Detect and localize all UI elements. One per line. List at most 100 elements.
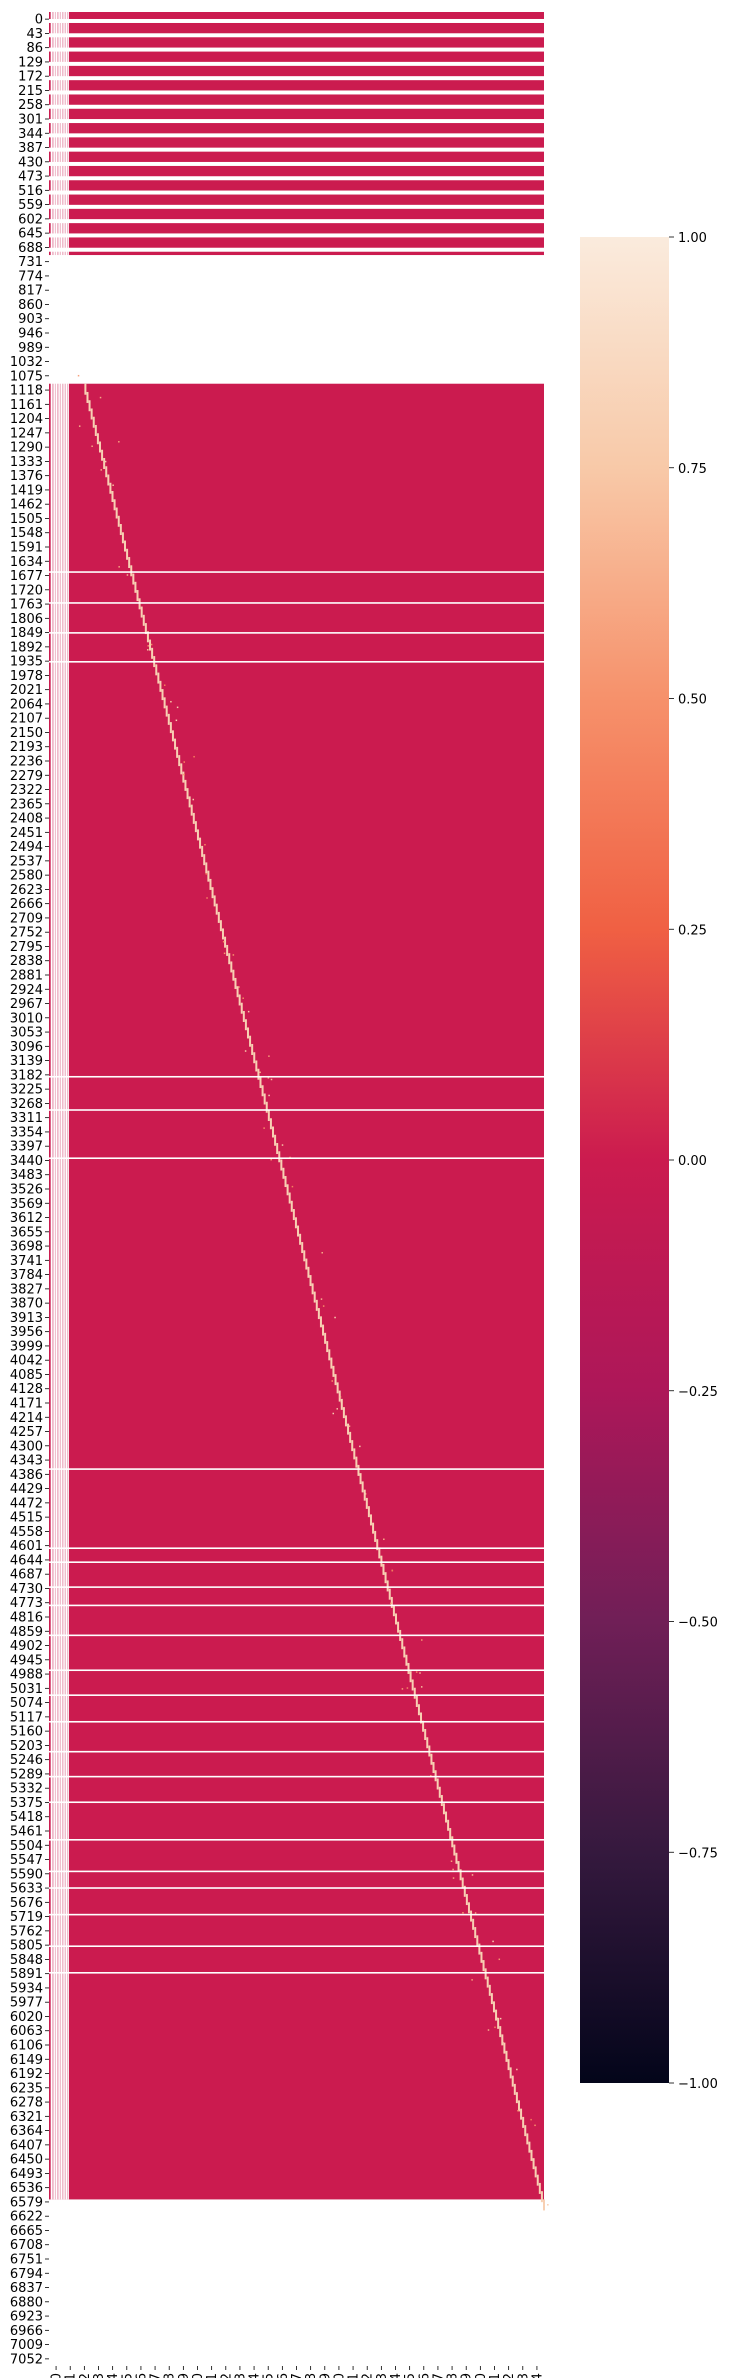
x-tick-label: 255	[120, 2373, 135, 2378]
diagonal-mark	[422, 1720, 425, 1732]
diagonal-mark	[188, 796, 191, 808]
diagonal-speckle	[516, 2068, 518, 2071]
blank-row	[49, 1561, 544, 1563]
blank-row	[49, 1468, 544, 1470]
diagonal-mark	[119, 524, 122, 536]
y-tick-label: 6106	[10, 2039, 43, 2054]
heatmap-top-stripe	[49, 18, 544, 23]
x-tick-label: 1632	[502, 2373, 517, 2378]
diagonal-mark	[101, 449, 104, 461]
diagonal-mark	[151, 647, 154, 659]
diagonal-mark	[159, 680, 162, 692]
colorbar-tick-label: 0.75	[678, 462, 707, 477]
diagonal-speckle	[91, 445, 93, 448]
y-tick-label: 1806	[10, 612, 43, 627]
diagonal-mark	[251, 1043, 254, 1055]
diagonal-mark	[347, 1423, 350, 1435]
y-tick-label: 3827	[10, 1282, 43, 1297]
diagonal-speckle	[321, 1251, 323, 1254]
diagonal-speckle	[492, 1940, 494, 1943]
diagonal-speckle	[118, 441, 120, 443]
diagonal-mark	[217, 911, 220, 923]
y-tick-label: 301	[18, 113, 43, 128]
diagonal-mark	[297, 1225, 300, 1237]
y-tick-label: 3784	[10, 1268, 43, 1283]
diagonal-mark	[359, 1473, 362, 1485]
diagonal-mark	[490, 1993, 493, 2005]
y-tick-label: 3139	[10, 1054, 43, 1069]
y-tick-label: 215	[18, 84, 43, 99]
diagonal-mark	[167, 713, 170, 725]
y-tick-label: 43	[26, 27, 43, 42]
diagonal-mark	[161, 689, 164, 701]
diagonal-mark	[344, 1415, 347, 1427]
diagonal-mark	[407, 1662, 410, 1674]
diagonal-mark	[92, 416, 95, 428]
y-tick-label: 3225	[10, 1083, 43, 1098]
x-tick-label: 1122	[361, 2373, 376, 2378]
y-tick-label: 5160	[10, 1725, 43, 1740]
y-tick-label: 1419	[10, 483, 43, 498]
y-tick-label: 1333	[10, 455, 43, 470]
diagonal-mark	[326, 1341, 329, 1353]
diagonal-mark	[317, 1308, 320, 1320]
diagonal-mark	[509, 2067, 512, 2079]
diagonal-speckle	[163, 684, 166, 686]
colorbar-tick-label: 0.50	[678, 693, 707, 708]
diagonal-speckle	[223, 952, 226, 955]
diagonal-mark	[280, 1159, 283, 1171]
blank-column	[52, 12, 54, 2200]
colorbar-tick-label: −0.50	[678, 1616, 718, 1631]
diagonal-speckle	[291, 1185, 294, 1188]
y-tick-label: 0	[35, 13, 43, 28]
diagonal-speckle	[322, 1305, 325, 1307]
x-tick-label: 1275	[403, 2373, 418, 2378]
diagonal-mark	[215, 903, 218, 915]
diagonal-speckle	[474, 1912, 477, 1914]
y-tick-label: 3096	[10, 1040, 43, 1055]
colorbar-tick-label: 0.25	[678, 923, 707, 938]
heatmap-top-stripe	[49, 190, 544, 195]
y-tick-label: 6364	[10, 2124, 43, 2139]
diagonal-mark	[440, 1795, 443, 1807]
x-tick-label: 1734	[530, 2373, 545, 2378]
y-tick-label: 4859	[10, 1625, 43, 1640]
diagonal-mark	[328, 1349, 331, 1361]
y-tick-label: 2408	[10, 812, 43, 827]
diagonal-mark	[234, 977, 237, 989]
diagonal-mark	[165, 705, 168, 717]
x-tick-label: 918	[304, 2373, 319, 2378]
diagonal-mark	[199, 837, 202, 849]
diagonal-mark	[178, 755, 181, 767]
diagonal-speckle	[104, 460, 107, 463]
diagonal-speckle	[270, 1158, 272, 1161]
y-tick-label: 1462	[10, 498, 43, 513]
y-tick-label: 5117	[10, 1710, 43, 1725]
heatmap-top-stripe	[49, 104, 544, 109]
diagonal-mark	[409, 1671, 412, 1683]
y-tick-label: 6708	[10, 2238, 43, 2253]
diagonal-mark	[88, 400, 91, 412]
diagonal-mark	[365, 1497, 368, 1509]
diagonal-speckle	[170, 700, 172, 703]
y-tick-label: 6794	[10, 2267, 43, 2282]
diagonal-mark	[313, 1291, 316, 1303]
y-tick-label: 129	[18, 55, 43, 70]
diagonal-speckle	[232, 954, 235, 956]
diagonal-mark	[361, 1481, 364, 1493]
blank-row	[49, 661, 544, 663]
diagonal-speckle	[359, 1445, 361, 1448]
y-tick-label: 1720	[10, 583, 43, 598]
diagonal-mark	[186, 788, 189, 800]
diagonal-mark	[230, 961, 233, 973]
diagonal-speckle	[78, 425, 81, 427]
diagonal-mark	[253, 1052, 256, 1064]
diagonal-mark	[467, 1902, 470, 1914]
diagonal-mark	[388, 1588, 391, 1600]
diagonal-mark	[449, 1828, 452, 1840]
diagonal-speckle	[471, 1874, 474, 1876]
x-tick-label: 561	[205, 2373, 220, 2378]
diagonal-mark	[96, 433, 99, 445]
diagonal-mark	[276, 1143, 279, 1155]
heatmap-top-stripe	[49, 176, 544, 181]
